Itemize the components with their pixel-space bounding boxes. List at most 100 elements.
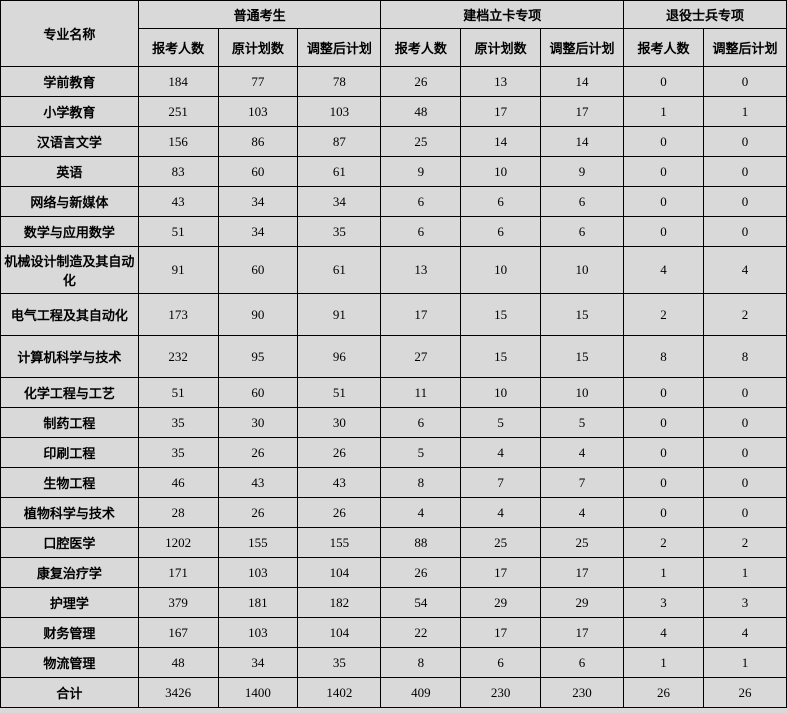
cell-value: 48 [381,97,461,127]
cell-value: 83 [138,157,218,187]
table-row: 生物工程46434387700 [1,468,787,498]
cell-value: 6 [461,187,541,217]
row-name: 化学工程与工艺 [1,378,139,408]
table-row: 印刷工程35262654400 [1,438,787,468]
cell-value: 95 [218,336,298,378]
cell-value: 1 [703,97,786,127]
cell-value: 30 [298,408,381,438]
cell-value: 167 [138,618,218,648]
cell-value: 60 [218,157,298,187]
cell-value: 22 [381,618,461,648]
cell-value: 51 [138,378,218,408]
row-name: 数学与应用数学 [1,217,139,247]
table-row: 小学教育25110310348171711 [1,97,787,127]
cell-value: 6 [541,648,624,678]
cell-value: 78 [298,67,381,97]
cell-value: 15 [461,336,541,378]
cell-value: 60 [218,378,298,408]
table-row: 口腔医学120215515588252522 [1,528,787,558]
col-header-name: 专业名称 [1,1,139,67]
cell-value: 35 [138,408,218,438]
table-row: 物流管理48343586611 [1,648,787,678]
col-g2-b: 原计划数 [461,29,541,67]
cell-value: 43 [298,468,381,498]
cell-value: 26 [381,558,461,588]
cell-value: 1 [703,648,786,678]
cell-value: 5 [381,438,461,468]
cell-value: 182 [298,588,381,618]
row-name: 生物工程 [1,468,139,498]
cell-value: 28 [138,498,218,528]
cell-value: 0 [703,378,786,408]
cell-value: 103 [218,618,298,648]
cell-value: 6 [381,217,461,247]
col-g2-c: 调整后计划 [541,29,624,67]
cell-value: 17 [541,558,624,588]
cell-value: 3 [624,588,704,618]
cell-value: 0 [624,217,704,247]
cell-value: 2 [703,294,786,336]
row-name: 康复治疗学 [1,558,139,588]
admissions-table: 专业名称 普通考生 建档立卡专项 退役士兵专项 报考人数 原计划数 调整后计划 … [0,0,787,708]
cell-value: 17 [541,618,624,648]
col-group-2: 建档立卡专项 [381,1,624,29]
row-name: 印刷工程 [1,438,139,468]
col-group-3: 退役士兵专项 [624,1,787,29]
cell-value: 4 [703,247,786,294]
cell-value: 26 [218,438,298,468]
cell-value: 173 [138,294,218,336]
table-row: 财务管理16710310422171744 [1,618,787,648]
cell-value: 155 [218,528,298,558]
cell-value: 4 [624,247,704,294]
cell-value: 5 [541,408,624,438]
cell-value: 35 [298,648,381,678]
cell-value: 103 [218,558,298,588]
cell-value: 156 [138,127,218,157]
cell-value: 0 [624,187,704,217]
cell-value: 8 [624,336,704,378]
cell-value: 26 [218,498,298,528]
cell-value: 46 [138,468,218,498]
cell-value: 26 [703,678,786,708]
cell-value: 230 [461,678,541,708]
cell-value: 4 [461,438,541,468]
table-body: 学前教育184777826131400小学教育25110310348171711… [1,67,787,708]
cell-value: 1402 [298,678,381,708]
cell-value: 0 [703,498,786,528]
cell-value: 181 [218,588,298,618]
cell-value: 0 [703,217,786,247]
cell-value: 10 [461,247,541,294]
row-name: 合计 [1,678,139,708]
cell-value: 4 [381,498,461,528]
cell-value: 77 [218,67,298,97]
row-name: 口腔医学 [1,528,139,558]
cell-value: 2 [703,528,786,558]
cell-value: 104 [298,558,381,588]
cell-value: 0 [703,67,786,97]
col-g1-a: 报考人数 [138,29,218,67]
table-row: 数学与应用数学51343566600 [1,217,787,247]
cell-value: 26 [298,498,381,528]
cell-value: 60 [218,247,298,294]
table-row: 学前教育184777826131400 [1,67,787,97]
row-name: 学前教育 [1,67,139,97]
table-row: 电气工程及其自动化173909117151522 [1,294,787,336]
cell-value: 25 [461,528,541,558]
cell-value: 0 [703,157,786,187]
cell-value: 9 [381,157,461,187]
col-g3-b: 调整后计划 [703,29,786,67]
cell-value: 8 [703,336,786,378]
col-g2-a: 报考人数 [381,29,461,67]
cell-value: 1400 [218,678,298,708]
cell-value: 6 [541,187,624,217]
row-name: 电气工程及其自动化 [1,294,139,336]
table-row: 护理学37918118254292933 [1,588,787,618]
cell-value: 54 [381,588,461,618]
cell-value: 61 [298,247,381,294]
cell-value: 15 [541,294,624,336]
cell-value: 8 [381,648,461,678]
cell-value: 8 [381,468,461,498]
row-name: 物流管理 [1,648,139,678]
cell-value: 35 [138,438,218,468]
row-name: 机械设计制造及其自动化 [1,247,139,294]
